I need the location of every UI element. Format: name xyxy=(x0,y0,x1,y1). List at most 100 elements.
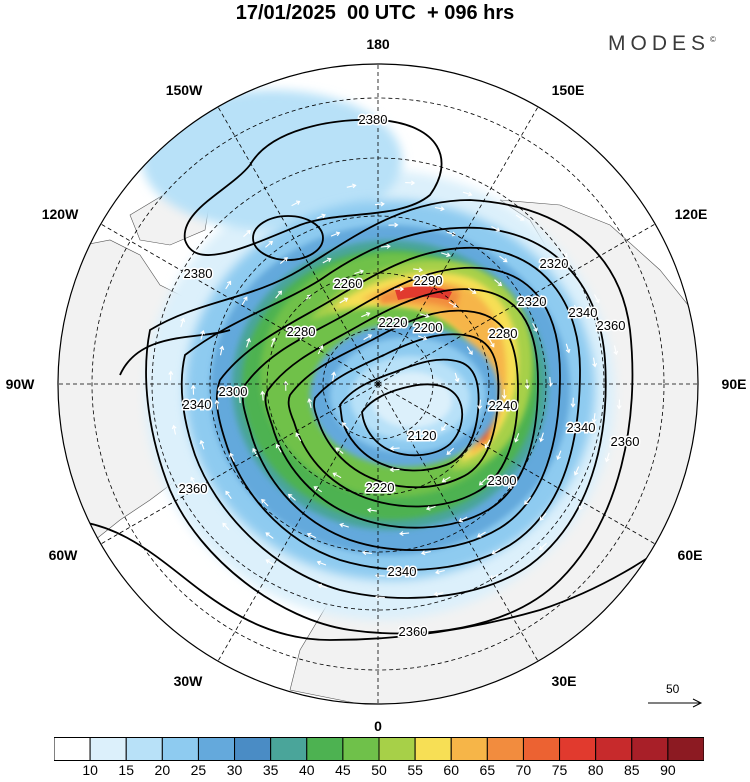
contour-line xyxy=(145,199,634,635)
colorbar-tick-label: 60 xyxy=(443,762,460,778)
wind-arrow xyxy=(317,345,324,355)
wind-arrow xyxy=(448,301,458,308)
wind-arrow xyxy=(578,501,585,511)
contour-label: 2300 xyxy=(219,384,248,399)
meridian-line xyxy=(217,383,379,662)
contour-line xyxy=(241,266,561,551)
wind-arrow xyxy=(317,583,328,589)
contour-line xyxy=(313,333,500,489)
lon-label-90w: 90W xyxy=(5,376,35,392)
latitude-circle xyxy=(91,97,665,671)
wind-arrow xyxy=(613,345,619,356)
wind-arrow xyxy=(275,443,282,453)
wind-arrow xyxy=(322,257,332,264)
wind-arrow xyxy=(339,297,349,304)
wind-arrow xyxy=(539,542,547,551)
wind-arrow xyxy=(287,493,296,501)
wind-arrow xyxy=(341,422,350,430)
colorbar-tick-label: 45 xyxy=(335,762,351,778)
wind-arrow xyxy=(225,280,232,290)
contour-label: 2340 xyxy=(567,420,596,435)
wind-arrow xyxy=(604,452,610,463)
map-title: 17/01/2025 00 UTC + 096 hrs xyxy=(235,2,515,24)
wind-arrow xyxy=(570,397,576,408)
wind-vectors xyxy=(168,180,622,600)
colorbar xyxy=(54,737,704,761)
colorbar-swatch xyxy=(631,737,669,761)
wind-arrow xyxy=(477,399,483,410)
meridian-line xyxy=(377,223,656,385)
wind-arrow xyxy=(279,257,288,265)
wind-arrow xyxy=(394,286,405,292)
contour-label: 2220 xyxy=(366,480,395,495)
colorbar-swatch xyxy=(559,737,597,761)
colorbar-tick-label: 90 xyxy=(660,762,676,778)
wind-arrow xyxy=(466,346,473,356)
colorbar-swatch xyxy=(234,737,272,761)
colorbar-swatch xyxy=(89,737,127,761)
colorbar-tick-label: 25 xyxy=(190,762,207,778)
contour-line xyxy=(264,288,539,529)
wind-arrow xyxy=(229,452,235,462)
map-boundary xyxy=(57,63,699,705)
wind-arrow xyxy=(214,399,220,410)
wind-arrow xyxy=(454,372,460,383)
wind-arrow xyxy=(501,389,507,400)
wind-arrow xyxy=(462,191,473,197)
contour-labels: 2380238023602360236023602340234023402340… xyxy=(177,111,641,641)
wind-arrow xyxy=(565,343,571,354)
wind-arrow xyxy=(484,439,491,449)
contour-line xyxy=(339,358,480,472)
wind-arrow xyxy=(488,338,495,348)
wind-arrow xyxy=(316,560,327,566)
colorbar-swatch xyxy=(595,737,633,761)
wind-arrow xyxy=(171,424,177,435)
wind-arrow xyxy=(514,433,520,443)
contour-line xyxy=(184,118,443,256)
wind-arrow xyxy=(332,472,342,479)
wind-arrow xyxy=(417,335,428,341)
wind-arrow xyxy=(532,323,538,333)
wind-arrow xyxy=(515,214,525,221)
wind-arrow xyxy=(346,183,357,189)
arrow-right-icon xyxy=(648,698,703,708)
wind-arrow xyxy=(313,486,323,493)
contour-label: 2280 xyxy=(287,324,316,339)
contour-line xyxy=(59,519,698,641)
meridian-line xyxy=(217,106,379,385)
colorbar-tick-label: 20 xyxy=(154,762,171,778)
contour-label: 2200 xyxy=(414,320,443,335)
colorbar-swatch xyxy=(486,737,524,761)
wind-arrow xyxy=(168,370,174,381)
meridian-line xyxy=(377,383,539,662)
contour-line xyxy=(361,383,464,457)
wind-arrow xyxy=(524,496,532,505)
colorbar-tick-label: 15 xyxy=(118,762,135,778)
lon-label-0: 0 xyxy=(374,718,382,734)
wind-arrow xyxy=(219,345,225,356)
meridian-line xyxy=(377,383,656,545)
wind-arrow xyxy=(420,550,431,556)
lon-label-30w: 30W xyxy=(173,673,203,689)
colorbar-tick-label: 65 xyxy=(479,762,496,778)
lon-label-120e: 120E xyxy=(674,206,708,222)
wind-arrow xyxy=(265,559,275,566)
colorbar-tick-label: 40 xyxy=(298,762,315,778)
reference-vector-label: 50 xyxy=(666,682,680,696)
wind-arrow xyxy=(425,505,436,511)
wind-arrow xyxy=(539,512,547,521)
wind-arrow xyxy=(433,591,444,597)
wind-arrow xyxy=(556,450,562,461)
wind-arrow xyxy=(306,532,317,539)
wind-arrow xyxy=(405,180,416,186)
wind-arrow xyxy=(354,269,365,275)
height-contours xyxy=(59,118,698,641)
wind-arrow xyxy=(494,279,503,287)
wind-arrow xyxy=(491,548,501,555)
contour-label: 2380 xyxy=(359,112,388,127)
wind-arrow xyxy=(363,334,373,341)
wind-arrow xyxy=(331,371,337,382)
wind-arrow xyxy=(261,498,269,507)
wind-arrow xyxy=(299,331,306,341)
latitude-circle xyxy=(322,328,434,440)
